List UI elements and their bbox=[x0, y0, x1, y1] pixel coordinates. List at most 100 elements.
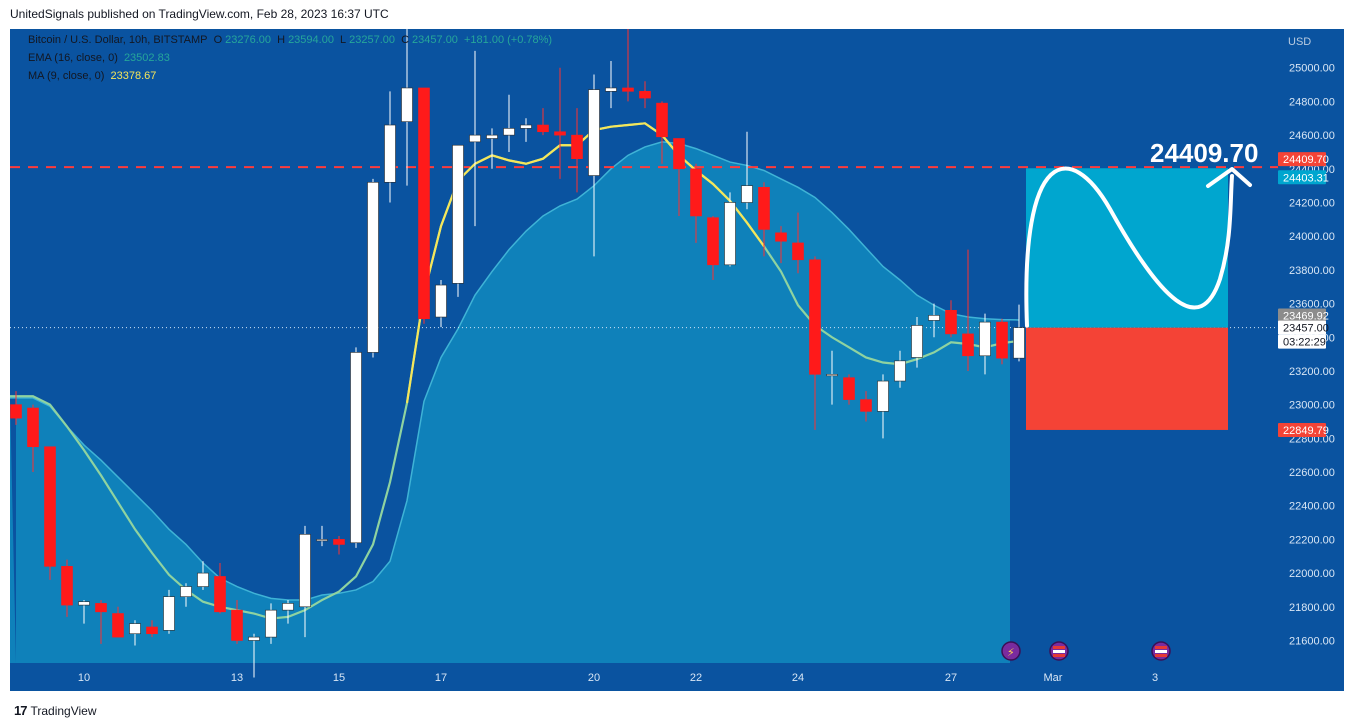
price-tag-label: 23469.92 bbox=[1283, 310, 1329, 322]
candle[interactable] bbox=[894, 360, 906, 382]
candle[interactable] bbox=[163, 596, 175, 631]
symbol-legend: Bitcoin / U.S. Dollar, 10h, BITSTAMP O 23… bbox=[28, 34, 555, 46]
chart-frame[interactable]: USD 21600.00 21800.00 22000.00 22200.00 22400… bbox=[10, 29, 1344, 691]
price-axis[interactable] bbox=[1278, 29, 1344, 691]
candle[interactable] bbox=[452, 144, 464, 284]
candle[interactable] bbox=[758, 187, 770, 230]
candle[interactable] bbox=[282, 603, 294, 611]
candle[interactable] bbox=[350, 352, 362, 544]
candle[interactable] bbox=[418, 87, 430, 320]
candle[interactable] bbox=[979, 321, 991, 357]
candle[interactable] bbox=[843, 377, 855, 400]
candle[interactable] bbox=[622, 87, 634, 92]
candle[interactable] bbox=[197, 572, 209, 587]
price-tag bbox=[1278, 170, 1326, 185]
candle[interactable] bbox=[265, 609, 277, 638]
candle[interactable] bbox=[520, 124, 532, 129]
ma-label: MA (9, close, 0) bbox=[28, 70, 105, 82]
ema-value: 23502.83 bbox=[123, 52, 170, 64]
candle[interactable] bbox=[809, 259, 821, 375]
x-tick-label: 17 bbox=[435, 672, 447, 684]
x-tick-label: Mar bbox=[1044, 672, 1063, 684]
arrow-head-icon bbox=[1206, 167, 1252, 188]
candle[interactable] bbox=[316, 539, 328, 542]
candle[interactable] bbox=[146, 626, 158, 635]
candle[interactable] bbox=[61, 566, 73, 606]
candle[interactable] bbox=[656, 102, 668, 138]
price-tag-label: 03:22:29 bbox=[1283, 337, 1326, 349]
candle[interactable] bbox=[333, 539, 345, 545]
candle[interactable] bbox=[724, 202, 736, 266]
price-chart[interactable]: USD 21600.00 21800.00 22000.00 22200.00 22400… bbox=[10, 29, 1344, 691]
lightning-glyph: ⚡ bbox=[1007, 646, 1015, 659]
candle[interactable] bbox=[741, 185, 753, 203]
price-tag bbox=[1278, 422, 1326, 437]
candle[interactable] bbox=[707, 217, 719, 266]
low-value: 23257.00 bbox=[349, 34, 396, 46]
candle[interactable] bbox=[129, 623, 141, 635]
candle[interactable] bbox=[945, 310, 957, 335]
y-tick-label: 22400.00 bbox=[1289, 501, 1335, 513]
ma-value: 23378.67 bbox=[110, 70, 157, 82]
candle[interactable] bbox=[1013, 327, 1025, 359]
price-tag bbox=[1278, 152, 1326, 167]
target-zone[interactable] bbox=[1026, 168, 1228, 328]
candle[interactable] bbox=[503, 128, 515, 136]
close-label: C bbox=[401, 34, 410, 46]
candle[interactable] bbox=[792, 242, 804, 261]
candle[interactable] bbox=[826, 374, 838, 377]
candle[interactable] bbox=[588, 89, 600, 176]
candle[interactable] bbox=[928, 315, 940, 321]
close-value: 23457.00 bbox=[412, 34, 458, 46]
price-tag-label: 23457.00 bbox=[1283, 323, 1329, 335]
price-tag-label: 24409.70 bbox=[1283, 154, 1329, 166]
y-tick-label: 22600.00 bbox=[1289, 467, 1335, 479]
candle[interactable] bbox=[486, 134, 498, 139]
candle[interactable] bbox=[537, 124, 549, 133]
ema-legend: EMA (16, close, 0) 23502.83 bbox=[28, 52, 173, 64]
candle[interactable] bbox=[299, 534, 311, 608]
candle[interactable] bbox=[469, 134, 481, 143]
flag-stripe bbox=[1155, 646, 1167, 649]
candle[interactable] bbox=[639, 91, 651, 99]
candle[interactable] bbox=[435, 284, 447, 318]
y-tick-label: 24800.00 bbox=[1289, 96, 1335, 108]
candle[interactable] bbox=[27, 407, 39, 448]
candle[interactable] bbox=[401, 87, 413, 122]
candle[interactable] bbox=[911, 325, 923, 358]
price-tag bbox=[1278, 308, 1326, 323]
y-tick-label: 24000.00 bbox=[1289, 231, 1335, 243]
stop-zone[interactable] bbox=[1026, 327, 1228, 430]
candle[interactable] bbox=[44, 446, 56, 567]
candle[interactable] bbox=[10, 404, 22, 419]
candle[interactable] bbox=[384, 124, 396, 183]
candle[interactable] bbox=[996, 321, 1008, 359]
candle[interactable] bbox=[180, 586, 192, 597]
candle[interactable] bbox=[78, 601, 90, 606]
candle[interactable] bbox=[367, 181, 379, 353]
candle[interactable] bbox=[690, 168, 702, 217]
y-tick-label: 22200.00 bbox=[1289, 534, 1335, 546]
ema-area bbox=[10, 141, 1019, 663]
x-tick-label: 3 bbox=[1152, 672, 1158, 684]
candle[interactable] bbox=[214, 576, 226, 613]
candle[interactable] bbox=[860, 399, 872, 412]
candle[interactable] bbox=[673, 138, 685, 170]
lightning-icon[interactable] bbox=[1001, 641, 1021, 661]
candle[interactable] bbox=[571, 134, 583, 160]
change-value: +181.00 (+0.78%) bbox=[464, 34, 553, 46]
ema-label: EMA (16, close, 0) bbox=[28, 52, 118, 64]
candle[interactable] bbox=[231, 609, 243, 641]
candle[interactable] bbox=[877, 380, 889, 412]
flag-stripe bbox=[1053, 650, 1065, 653]
x-tick-label: 24 bbox=[792, 672, 804, 684]
candle[interactable] bbox=[248, 636, 260, 641]
candle[interactable] bbox=[112, 613, 124, 638]
candle[interactable] bbox=[554, 131, 566, 136]
candle[interactable] bbox=[962, 333, 974, 357]
open-value: 23276.00 bbox=[225, 34, 272, 46]
candle[interactable] bbox=[775, 232, 787, 242]
x-tick-label: 15 bbox=[333, 672, 345, 684]
candle[interactable] bbox=[605, 87, 617, 92]
candle[interactable] bbox=[95, 603, 107, 613]
